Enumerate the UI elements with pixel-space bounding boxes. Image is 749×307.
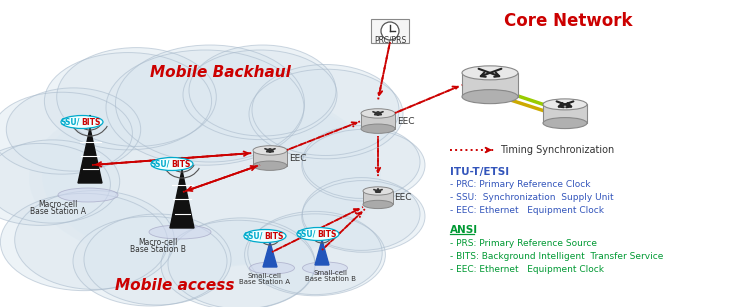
Ellipse shape bbox=[248, 212, 382, 295]
Ellipse shape bbox=[115, 45, 305, 162]
Circle shape bbox=[381, 22, 399, 40]
Ellipse shape bbox=[84, 214, 231, 305]
Ellipse shape bbox=[0, 92, 133, 174]
Ellipse shape bbox=[189, 45, 336, 136]
Ellipse shape bbox=[253, 146, 287, 155]
Ellipse shape bbox=[161, 220, 315, 307]
Text: Macro-cell: Macro-cell bbox=[38, 200, 78, 209]
Ellipse shape bbox=[58, 188, 118, 202]
Text: Base Station A: Base Station A bbox=[238, 279, 290, 285]
Text: Mobile access: Mobile access bbox=[115, 278, 234, 293]
Text: Timing Synchronization: Timing Synchronization bbox=[500, 145, 614, 155]
Ellipse shape bbox=[44, 52, 212, 150]
Ellipse shape bbox=[363, 200, 393, 208]
Bar bbox=[361, 113, 395, 129]
Ellipse shape bbox=[303, 178, 420, 251]
Text: - PRC: Primary Reference Clock: - PRC: Primary Reference Clock bbox=[450, 180, 590, 189]
Ellipse shape bbox=[363, 187, 393, 195]
Text: - EEC: Ethernet   Equipment Clock: - EEC: Ethernet Equipment Clock bbox=[450, 206, 604, 215]
Polygon shape bbox=[78, 128, 102, 183]
Ellipse shape bbox=[253, 161, 287, 170]
Ellipse shape bbox=[0, 140, 120, 223]
Text: - BITS: Background Intelligent  Transfer Service: - BITS: Background Intelligent Transfer … bbox=[450, 252, 664, 261]
Text: SSU/: SSU/ bbox=[151, 160, 170, 169]
Ellipse shape bbox=[168, 218, 315, 307]
FancyBboxPatch shape bbox=[371, 19, 409, 43]
Ellipse shape bbox=[244, 230, 286, 243]
Ellipse shape bbox=[543, 99, 587, 110]
Text: Core Network: Core Network bbox=[504, 12, 632, 30]
Text: SSU/: SSU/ bbox=[243, 231, 263, 240]
Text: Mobile Backhaul: Mobile Backhaul bbox=[150, 64, 291, 80]
Text: - PRS: Primary Reference Source: - PRS: Primary Reference Source bbox=[450, 239, 597, 248]
Text: Small-cell: Small-cell bbox=[313, 270, 347, 276]
Ellipse shape bbox=[245, 214, 386, 296]
Text: - EEC: Ethernet   Equipment Clock: - EEC: Ethernet Equipment Clock bbox=[450, 265, 604, 274]
Text: BITS: BITS bbox=[317, 230, 336, 239]
Ellipse shape bbox=[183, 50, 337, 140]
Polygon shape bbox=[263, 242, 277, 267]
Text: BITS: BITS bbox=[264, 231, 283, 240]
Ellipse shape bbox=[61, 115, 103, 129]
Ellipse shape bbox=[15, 191, 175, 290]
Ellipse shape bbox=[73, 216, 227, 306]
Ellipse shape bbox=[302, 129, 425, 201]
Ellipse shape bbox=[543, 118, 587, 129]
Text: Macro-cell: Macro-cell bbox=[139, 238, 178, 247]
Ellipse shape bbox=[361, 124, 395, 133]
Ellipse shape bbox=[1, 193, 168, 291]
Text: BITS: BITS bbox=[81, 118, 100, 126]
Bar bbox=[363, 191, 393, 204]
Ellipse shape bbox=[29, 88, 381, 268]
Ellipse shape bbox=[361, 109, 395, 118]
Ellipse shape bbox=[249, 69, 403, 159]
Ellipse shape bbox=[297, 227, 339, 240]
Ellipse shape bbox=[42, 84, 378, 266]
Ellipse shape bbox=[302, 181, 425, 252]
Bar bbox=[253, 150, 287, 166]
Text: EEC: EEC bbox=[397, 117, 414, 126]
Ellipse shape bbox=[249, 262, 294, 274]
Bar bbox=[462, 73, 518, 97]
Text: Base Station B: Base Station B bbox=[130, 245, 186, 254]
Text: ITU-T/ETSI: ITU-T/ETSI bbox=[450, 167, 509, 177]
Ellipse shape bbox=[303, 126, 420, 198]
Ellipse shape bbox=[252, 64, 399, 156]
Text: PRC/PRS: PRC/PRS bbox=[374, 36, 406, 45]
Text: Base Station B: Base Station B bbox=[305, 276, 356, 282]
Text: BITS: BITS bbox=[171, 160, 190, 169]
Ellipse shape bbox=[462, 66, 518, 80]
Text: SSU/: SSU/ bbox=[61, 118, 80, 126]
Ellipse shape bbox=[106, 50, 304, 165]
Bar bbox=[543, 104, 587, 123]
Text: EEC: EEC bbox=[288, 154, 306, 163]
Ellipse shape bbox=[0, 143, 110, 225]
Text: Small-cell: Small-cell bbox=[247, 273, 281, 279]
Ellipse shape bbox=[57, 48, 216, 146]
Ellipse shape bbox=[151, 157, 193, 170]
Text: SSU/: SSU/ bbox=[297, 230, 316, 239]
Text: - SSU:  Synchronization  Supply Unit: - SSU: Synchronization Supply Unit bbox=[450, 193, 613, 202]
Ellipse shape bbox=[462, 90, 518, 104]
Text: EEC: EEC bbox=[395, 193, 412, 202]
Text: Base Station A: Base Station A bbox=[30, 207, 86, 216]
Ellipse shape bbox=[6, 88, 141, 171]
Polygon shape bbox=[170, 170, 194, 228]
Text: ANSI: ANSI bbox=[450, 225, 478, 235]
Polygon shape bbox=[315, 240, 329, 265]
Ellipse shape bbox=[149, 225, 211, 239]
Ellipse shape bbox=[303, 262, 348, 274]
